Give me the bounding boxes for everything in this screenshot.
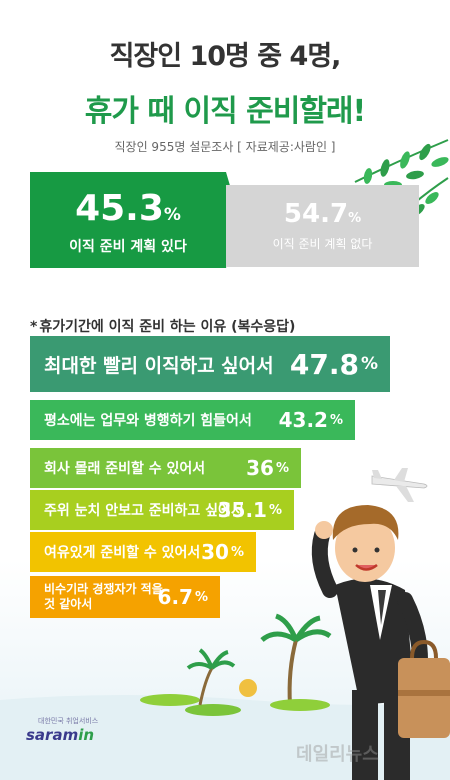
bar-2: 평소에는 업무와 병행하기 힘들어서 43.2%	[30, 400, 355, 440]
title-line-2: 휴가 때 이직 준비할래!	[84, 94, 366, 129]
bar-value: 36%	[246, 456, 289, 480]
chart-title: * 휴가기간에 이직 준비 하는 이유 (복수응답)	[30, 319, 296, 335]
bar-label: 평소에는 업무와 병행하기 힘들어서	[44, 413, 252, 429]
watermark: 데일리뉴스	[296, 744, 379, 765]
bar-value: 43.2%	[278, 408, 343, 432]
summary-no-label: 이직 준비 계획 없다	[272, 237, 373, 251]
asterisk-icon: *	[30, 319, 38, 335]
bar-4: 주위 눈치 안보고 준비하고 싶어서 35.1%	[30, 490, 294, 530]
bar-value: 30%	[201, 540, 244, 564]
businessman-icon	[311, 505, 450, 780]
bar-label: 비수기라 경쟁자가 적을 것 같아서	[44, 582, 163, 611]
summary-yes-value: 45.3%	[75, 188, 181, 229]
bar-value: 47.8%	[289, 347, 378, 381]
bar-1: 최대한 빨리 이직하고 싶어서 47.8%	[30, 336, 390, 392]
island-icon	[140, 648, 257, 716]
bar-value: 6.7%	[157, 585, 208, 609]
bar-label: 여유있게 준비할 수 있어서	[44, 545, 201, 561]
bar-6: 비수기라 경쟁자가 적을 것 같아서 6.7%	[30, 576, 220, 618]
palm-tree-icon	[260, 613, 332, 711]
summary-yes-box: 45.3% 이직 준비 계획 있다	[30, 172, 240, 268]
title-line-1: 직장인 10명 중 4명,	[109, 41, 342, 72]
bar-label: 최대한 빨리 이직하고 싶어서	[44, 354, 274, 377]
summary-no-value: 54.7%	[283, 199, 362, 229]
summary-no-box: 54.7% 이직 준비 계획 없다	[226, 185, 419, 267]
subtitle: 직장인 955명 설문조사 [ 자료제공:사람인 ]	[114, 140, 336, 154]
bar-label: 주위 눈치 안보고 준비하고 싶어서	[44, 503, 244, 519]
saramin-logo: 대한민국 취업서비스 saramin	[26, 717, 99, 744]
summary-yes-label: 이직 준비 계획 있다	[69, 239, 187, 255]
bar-5: 여유있게 준비할 수 있어서 30%	[30, 532, 256, 572]
airplane-icon	[371, 468, 428, 502]
bar-3: 회사 몰래 준비할 수 있어서 36%	[30, 448, 301, 488]
bar-value: 35.1%	[217, 498, 282, 522]
bar-label: 회사 몰래 준비할 수 있어서	[44, 461, 206, 477]
